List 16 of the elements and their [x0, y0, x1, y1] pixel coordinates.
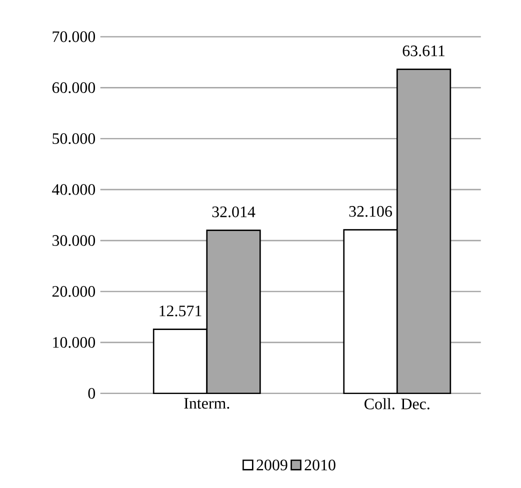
y-tick-label: 0 — [88, 388, 96, 399]
y-tick-label: 40.000 — [52, 184, 96, 195]
legend-label: 2010 — [304, 460, 336, 470]
y-tick-label: 50.000 — [52, 133, 96, 144]
y-tick-label: 30.000 — [52, 235, 96, 246]
data-label: 12.571 — [160, 306, 202, 316]
y-tick-label: 10.000 — [53, 336, 96, 348]
x-tick-label: Interm. — [184, 398, 230, 409]
data-label: 32.106 — [349, 206, 392, 217]
legend-label: 2009 — [256, 460, 288, 470]
y-tick-label: 70.000 — [52, 31, 96, 42]
y-tick-label: 20.000 — [52, 286, 96, 297]
data-label: 63.611 — [402, 46, 444, 56]
data-label: 32.014 — [212, 206, 256, 218]
y-tick-label: 60.000 — [52, 82, 96, 94]
x-tick-label: Coll. Dec. — [364, 398, 430, 410]
